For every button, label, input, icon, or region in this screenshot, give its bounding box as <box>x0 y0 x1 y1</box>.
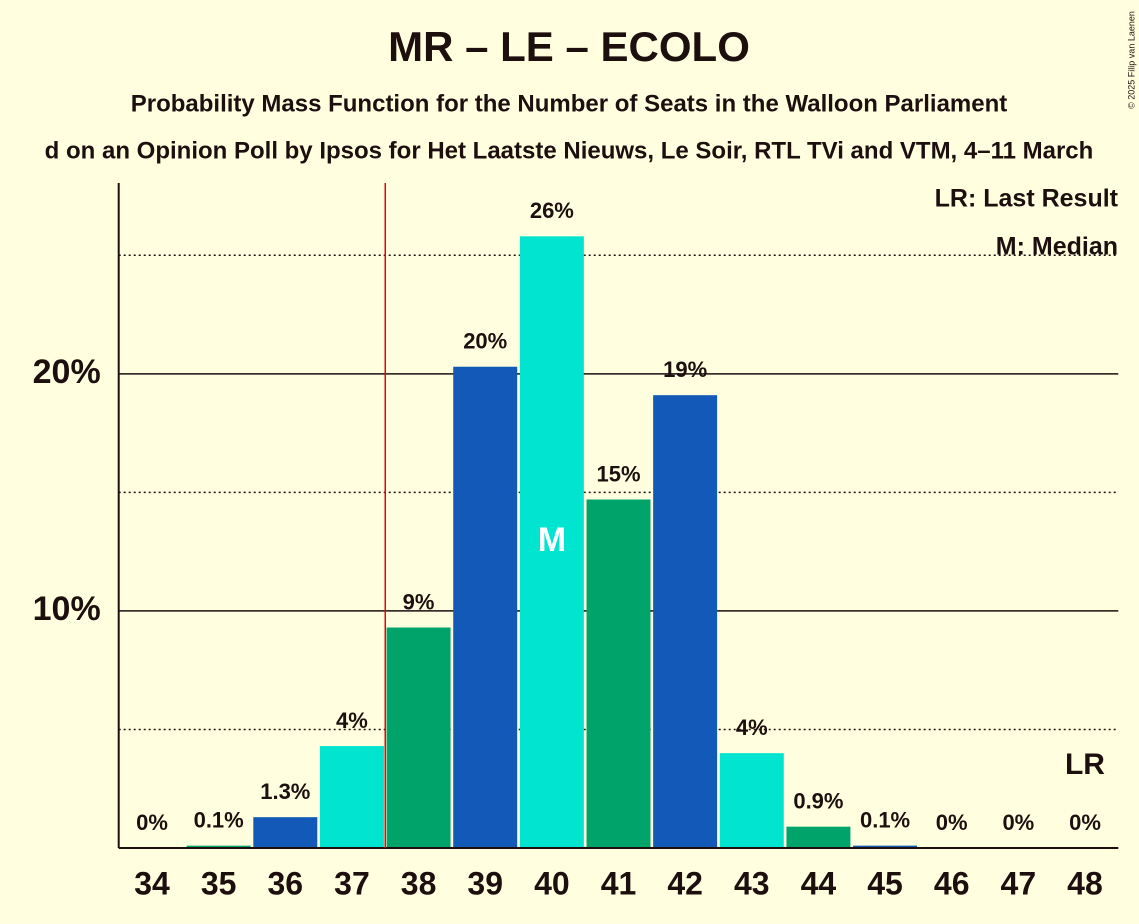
y-tick-label: 10% <box>33 590 101 628</box>
value-label: 0% <box>1069 810 1101 835</box>
x-tick-label: 36 <box>268 865 304 901</box>
y-tick-label: 20% <box>33 353 101 391</box>
x-tick-label: 47 <box>1001 865 1037 901</box>
x-tick-label: 37 <box>334 865 370 901</box>
bar <box>186 845 251 848</box>
value-label: 26% <box>530 198 574 223</box>
x-tick-label: 39 <box>467 865 503 901</box>
value-label: 19% <box>663 357 707 382</box>
x-tick-label: 46 <box>934 865 970 901</box>
bar <box>453 366 518 848</box>
value-label: 15% <box>596 461 640 486</box>
bar <box>319 746 384 848</box>
value-label: 0.9% <box>793 788 843 813</box>
legend-entry: LR: Last Result <box>935 185 1119 213</box>
bar <box>519 236 584 849</box>
chart-subtitle: d on an Opinion Poll by Ipsos for Het La… <box>45 137 1094 164</box>
value-label: 0% <box>1002 810 1034 835</box>
x-tick-label: 38 <box>401 865 437 901</box>
bar <box>586 499 651 848</box>
value-label: 20% <box>463 329 507 354</box>
chart-title: MR – LE – ECOLO <box>388 23 750 70</box>
value-label: 4% <box>736 715 768 740</box>
x-tick-label: 40 <box>534 865 570 901</box>
bar <box>253 817 318 848</box>
value-label: 9% <box>403 589 435 614</box>
x-tick-label: 45 <box>867 865 903 901</box>
x-tick-label: 35 <box>201 865 237 901</box>
bar <box>853 845 918 848</box>
legend-entry: M: Median <box>996 233 1118 261</box>
value-label: 0% <box>936 810 968 835</box>
bar <box>653 395 718 848</box>
x-tick-label: 48 <box>1067 865 1103 901</box>
value-label: 0.1% <box>860 807 910 832</box>
bar <box>386 627 451 848</box>
x-tick-label: 44 <box>801 865 837 901</box>
chart-subtitle: Probability Mass Function for the Number… <box>131 90 1008 117</box>
x-tick-label: 42 <box>667 865 703 901</box>
x-tick-label: 43 <box>734 865 770 901</box>
copyright: © 2025 Filip van Laenen <box>1126 11 1136 109</box>
value-label: 0% <box>136 810 168 835</box>
x-tick-label: 41 <box>601 865 637 901</box>
x-tick-label: 34 <box>134 865 170 901</box>
median-label: M <box>538 521 566 559</box>
value-label: 1.3% <box>260 779 310 804</box>
bar <box>786 826 851 848</box>
bar <box>719 753 784 848</box>
last-result-label: LR <box>1065 748 1105 781</box>
value-label: 4% <box>336 708 368 733</box>
value-label: 0.1% <box>194 807 244 832</box>
